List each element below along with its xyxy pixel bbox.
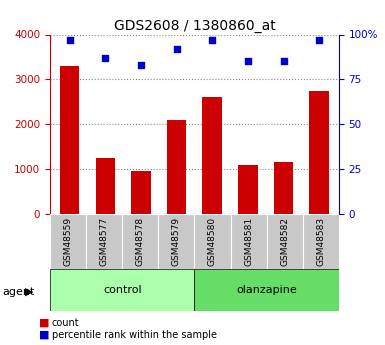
Text: ▶: ▶	[25, 287, 33, 296]
Text: GSM48578: GSM48578	[136, 217, 145, 266]
Bar	[50, 269, 194, 310]
Text: GSM48577: GSM48577	[100, 217, 109, 266]
Text: control: control	[103, 285, 142, 295]
Bar	[194, 269, 339, 310]
Point	[316, 37, 322, 43]
Bar	[231, 214, 266, 269]
Text: agent: agent	[2, 287, 34, 296]
Bar	[167, 120, 186, 214]
Bar	[158, 214, 194, 269]
Text: ■: ■	[38, 330, 49, 339]
Bar	[95, 158, 115, 214]
Text: GSM48581: GSM48581	[244, 217, 253, 266]
Bar	[60, 66, 79, 214]
Text: GSM48582: GSM48582	[280, 217, 289, 266]
Text: GSM48580: GSM48580	[208, 217, 217, 266]
Point	[67, 37, 73, 43]
Bar	[310, 90, 329, 214]
Bar	[303, 214, 339, 269]
Text: count: count	[52, 318, 80, 327]
Text: ■: ■	[38, 318, 49, 327]
Bar	[86, 214, 122, 269]
Bar	[238, 165, 258, 214]
Text: GSM48559: GSM48559	[64, 217, 73, 266]
Point	[245, 59, 251, 64]
Point	[280, 59, 286, 64]
Text: GSM48579: GSM48579	[172, 217, 181, 266]
Point	[102, 55, 109, 61]
Bar	[203, 97, 222, 214]
Bar	[131, 171, 151, 214]
Bar	[50, 214, 86, 269]
Text: GSM48583: GSM48583	[316, 217, 325, 266]
Point	[209, 37, 215, 43]
Point	[174, 46, 180, 52]
Title: GDS2608 / 1380860_at: GDS2608 / 1380860_at	[114, 19, 275, 33]
Bar	[194, 214, 231, 269]
Point	[138, 62, 144, 68]
Bar	[274, 162, 293, 214]
Text: percentile rank within the sample: percentile rank within the sample	[52, 330, 217, 339]
Bar	[122, 214, 158, 269]
Bar	[266, 214, 303, 269]
Text: olanzapine: olanzapine	[236, 285, 297, 295]
